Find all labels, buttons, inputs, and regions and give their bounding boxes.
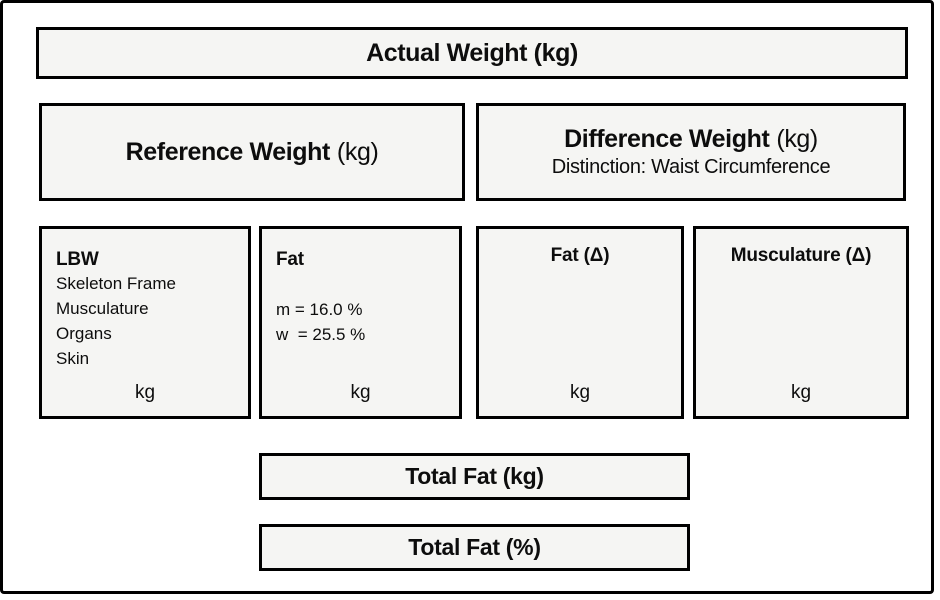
musculature-delta-unit-label: kg (790, 382, 812, 403)
reference-weight-box: Reference Weight (kg) (39, 103, 465, 201)
fat-percent-men: m = 16.0 % (276, 300, 363, 319)
fat-delta-title: Fat (Δ) (550, 245, 610, 266)
reference-weight-unit: (kg) (336, 137, 379, 166)
musculature-delta-title: Musculature (Δ) (730, 245, 872, 266)
fat-delta-box: Fat (Δ) kg (476, 226, 684, 419)
fat-unit-label: kg (350, 382, 371, 403)
total-fat-kg-title: Total Fat (kg) (405, 463, 544, 489)
total-fat-percent-box: Total Fat (%) (259, 524, 690, 571)
fat-delta-unit-label: kg (569, 382, 591, 403)
difference-weight-name: Difference Weight (564, 125, 770, 153)
fat-title: Fat (276, 249, 304, 270)
fat-box: Fat m = 16.0 % w = 25.5 % kg (259, 226, 462, 419)
lbw-unit-label: kg (134, 382, 156, 403)
lbw-component: Musculature (56, 299, 149, 318)
lbw-title: LBW (56, 249, 99, 270)
difference-weight-box: Difference Weight (kg) Distinction: Wais… (476, 103, 906, 201)
total-fat-percent-title: Total Fat (%) (408, 534, 541, 560)
total-fat-kg-box: Total Fat (kg) (259, 453, 690, 500)
lbw-component: Skeleton Frame (56, 274, 176, 293)
lbw-box: LBW Skeleton Frame Musculature Organs Sk… (39, 226, 251, 419)
lbw-component: Skin (56, 349, 90, 368)
reference-weight-title: Reference Weight (kg) (126, 138, 379, 167)
reference-weight-name: Reference Weight (125, 137, 331, 166)
musculature-delta-box: Musculature (Δ) kg (693, 226, 909, 419)
fat-percent-women: w = 25.5 % (276, 325, 366, 344)
difference-weight-subtitle: Distinction: Waist Circumference (551, 156, 831, 178)
lbw-component: Organs (56, 324, 112, 343)
actual-weight-title: Actual Weight (kg) (366, 38, 578, 67)
difference-weight-unit: (kg) (776, 125, 818, 153)
difference-weight-title: Difference Weight (kg) (564, 125, 818, 154)
actual-weight-box: Actual Weight (kg) (36, 27, 908, 79)
